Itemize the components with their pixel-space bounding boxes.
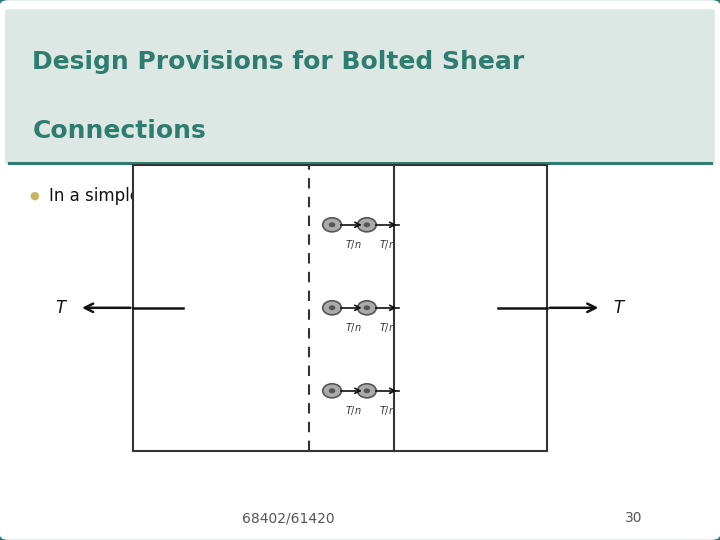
Text: 68402/61420: 68402/61420 [242,511,334,525]
Circle shape [323,301,341,315]
Text: $T/n$: $T/n$ [345,404,361,417]
Circle shape [358,218,377,232]
Circle shape [364,305,370,310]
Text: $T/n$: $T/n$ [379,238,396,251]
Text: $T$: $T$ [55,299,68,317]
Text: $T/n$: $T/n$ [345,238,361,251]
Text: In a simple connection, all bolts share the load equally.: In a simple connection, all bolts share … [49,187,505,205]
Text: $T/n$: $T/n$ [379,404,396,417]
Circle shape [358,301,377,315]
Circle shape [329,388,336,393]
Circle shape [364,222,370,227]
Text: ●: ● [30,191,40,201]
FancyBboxPatch shape [5,9,715,165]
Text: $T/n$: $T/n$ [345,321,361,334]
Circle shape [358,384,377,398]
Text: 30: 30 [625,511,642,525]
Circle shape [323,384,341,398]
Text: Design Provisions for Bolted Shear: Design Provisions for Bolted Shear [32,50,525,73]
Circle shape [364,388,370,393]
Text: Connections: Connections [32,119,206,143]
Text: $T$: $T$ [613,299,626,317]
Bar [133,165,547,451]
Circle shape [323,218,341,232]
Text: $T/n$: $T/n$ [379,321,396,334]
Circle shape [329,222,336,227]
Circle shape [329,305,336,310]
